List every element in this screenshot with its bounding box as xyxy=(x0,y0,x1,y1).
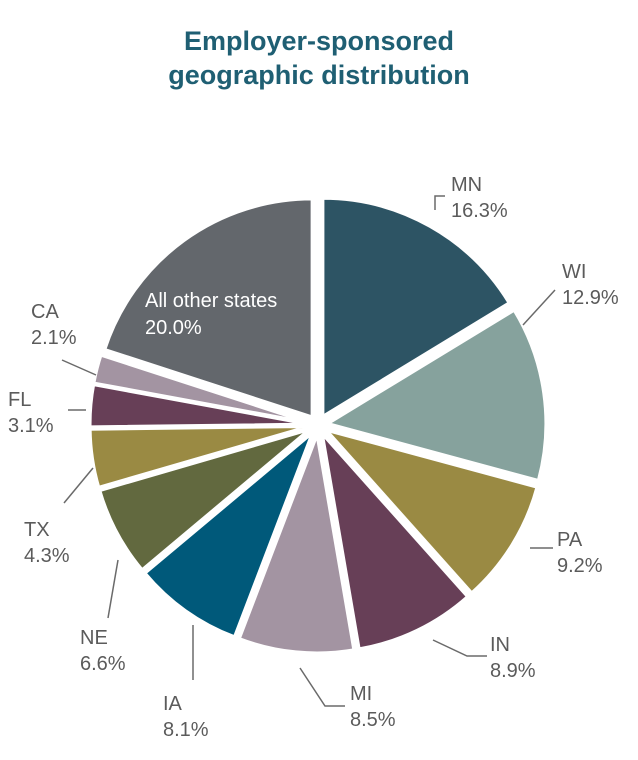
pie-slice-fl xyxy=(88,382,309,429)
slice-label-ia: IA 8.1% xyxy=(163,693,209,741)
pie-slice-tx xyxy=(88,424,309,490)
leader-lines xyxy=(61,195,556,707)
leader-line-mi xyxy=(299,667,345,707)
pie-slice-ca xyxy=(92,353,309,425)
pie-slice-pa xyxy=(322,427,539,595)
slice-label-mi: MI 8.5% xyxy=(350,683,396,731)
slice-label-ne: NE 6.6% xyxy=(80,627,126,675)
slice-label-pa: PA 9.2% xyxy=(557,529,603,577)
slice-label-tx: TX 4.3% xyxy=(24,519,70,567)
chart-title-line-2: geographic distribution xyxy=(168,60,470,90)
pie-slice-wi xyxy=(324,308,548,483)
slice-label-mn: MN 16.3% xyxy=(451,174,508,222)
pie-slices xyxy=(88,196,548,655)
leader-line-mn xyxy=(434,195,445,210)
pie-slice-ia xyxy=(142,428,316,639)
slice-label-ca: CA 2.1% xyxy=(31,301,77,349)
leader-line-wi xyxy=(522,289,556,326)
chart-title: Employer-sponsored geographic distributi… xyxy=(0,24,638,92)
slice-label-fl: FL 3.1% xyxy=(8,389,54,437)
pie-slice-mi xyxy=(237,429,356,655)
leader-line-ca xyxy=(61,359,97,376)
pie-slice-all-other-states xyxy=(102,197,314,419)
leader-line-ne xyxy=(107,559,119,619)
leader-line-in xyxy=(432,639,487,657)
pie-slice-mn xyxy=(321,196,512,419)
slice-label-all-other-states: All other states 20.0% xyxy=(145,290,277,339)
pie-slice-ne xyxy=(97,428,311,572)
slice-label-in: IN 8.9% xyxy=(490,634,536,682)
leader-line-tx xyxy=(63,467,94,504)
chart-title-line-1: Employer-sponsored xyxy=(183,26,455,56)
pie-slice-in xyxy=(319,429,470,651)
slice-labels: MN 16.3% WI 12.9% PA 9.2% IN 8.9% MI 8.5% IA 8.1% NE… xyxy=(8,174,619,741)
slice-label-wi: WI 12.9% xyxy=(562,261,619,309)
